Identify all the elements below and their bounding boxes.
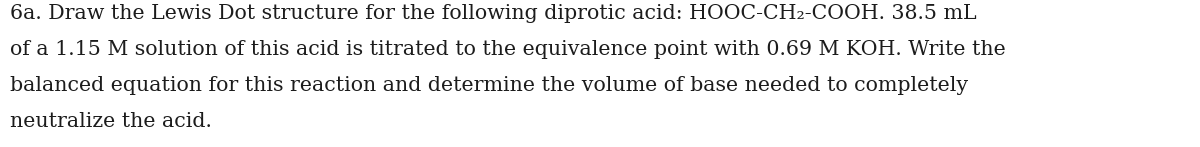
Text: neutralize the acid.: neutralize the acid. <box>10 112 211 131</box>
Text: balanced equation for this reaction and determine the volume of base needed to c: balanced equation for this reaction and … <box>10 76 967 95</box>
Text: of a 1.15 M solution of this acid is titrated to the equivalence point with 0.69: of a 1.15 M solution of this acid is tit… <box>10 40 1006 59</box>
Text: 6a. Draw the Lewis Dot structure for the following diprotic acid: HOOC-CH₂-COOH.: 6a. Draw the Lewis Dot structure for the… <box>10 4 977 23</box>
